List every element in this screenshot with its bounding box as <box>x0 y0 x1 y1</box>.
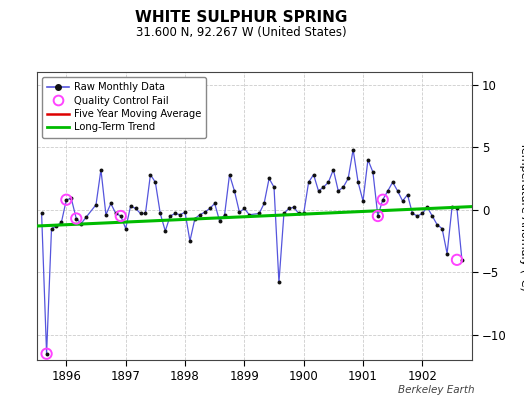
Point <box>453 257 461 263</box>
Point <box>285 205 293 212</box>
Point <box>195 212 204 218</box>
Point <box>433 222 441 228</box>
Point <box>339 184 347 190</box>
Point <box>428 213 436 219</box>
Point <box>388 179 397 185</box>
Point <box>191 215 199 222</box>
Point <box>151 179 159 185</box>
Point <box>378 196 387 203</box>
Point <box>141 210 150 217</box>
Point <box>438 225 446 232</box>
Point <box>403 192 412 198</box>
Point <box>448 204 456 210</box>
Text: Berkeley Earth: Berkeley Earth <box>398 385 474 395</box>
Point <box>156 210 165 217</box>
Point <box>211 200 219 207</box>
Point <box>37 210 46 217</box>
Point <box>185 238 194 244</box>
Point <box>67 195 75 202</box>
Point <box>294 210 303 217</box>
Point <box>309 172 318 178</box>
Point <box>290 204 298 210</box>
Point <box>275 279 283 286</box>
Point <box>146 172 155 178</box>
Point <box>57 219 66 226</box>
Point <box>378 196 387 203</box>
Point <box>280 210 288 217</box>
Point <box>453 205 461 212</box>
Point <box>171 210 179 217</box>
Point <box>374 213 382 219</box>
Point <box>344 175 352 182</box>
Point <box>230 188 238 194</box>
Point <box>364 156 372 163</box>
Point <box>359 198 367 204</box>
Point <box>201 209 209 216</box>
Point <box>369 169 377 175</box>
Point <box>413 213 422 219</box>
Point <box>42 350 51 357</box>
Point <box>260 200 268 207</box>
Point <box>408 210 417 217</box>
Point <box>324 179 333 185</box>
Point <box>314 188 323 194</box>
Point <box>52 223 61 229</box>
Point <box>255 210 264 217</box>
Point <box>334 188 343 194</box>
Point <box>235 209 244 216</box>
Point <box>102 212 110 218</box>
Point <box>443 250 451 257</box>
Point <box>122 225 130 232</box>
Point <box>82 214 90 220</box>
Point <box>116 213 125 219</box>
Point <box>423 204 431 210</box>
Point <box>319 184 328 190</box>
Point <box>374 213 382 219</box>
Point <box>394 188 402 194</box>
Point <box>116 213 125 219</box>
Point <box>42 350 51 357</box>
Point <box>107 200 115 207</box>
Text: WHITE SULPHUR SPRING: WHITE SULPHUR SPRING <box>135 10 347 25</box>
Point <box>221 212 229 218</box>
Point <box>72 215 81 222</box>
Text: 31.600 N, 92.267 W (United States): 31.600 N, 92.267 W (United States) <box>136 26 346 39</box>
Point <box>77 220 85 227</box>
Point <box>112 210 120 217</box>
Point <box>240 205 248 212</box>
Point <box>245 212 254 218</box>
Point <box>300 210 308 217</box>
Point <box>126 203 135 209</box>
Point <box>225 172 234 178</box>
Point <box>62 196 71 203</box>
Point <box>418 210 427 217</box>
Point <box>354 179 362 185</box>
Point <box>47 225 56 232</box>
Point <box>304 179 313 185</box>
Point <box>398 198 407 204</box>
Legend: Raw Monthly Data, Quality Control Fail, Five Year Moving Average, Long-Term Tren: Raw Monthly Data, Quality Control Fail, … <box>42 77 206 138</box>
Point <box>215 218 224 224</box>
Point <box>270 184 278 190</box>
Y-axis label: Temperature Anomaly (°C): Temperature Anomaly (°C) <box>519 142 524 290</box>
Point <box>97 166 105 173</box>
Point <box>205 205 214 212</box>
Point <box>62 196 71 203</box>
Point <box>72 215 81 222</box>
Point <box>166 213 174 219</box>
Point <box>349 146 357 153</box>
Point <box>176 212 184 218</box>
Point <box>265 175 274 182</box>
Point <box>181 209 189 216</box>
Point <box>161 228 169 234</box>
Point <box>329 166 337 173</box>
Point <box>384 188 392 194</box>
Point <box>92 202 100 208</box>
Point <box>136 210 145 217</box>
Point <box>458 257 466 263</box>
Point <box>132 205 140 212</box>
